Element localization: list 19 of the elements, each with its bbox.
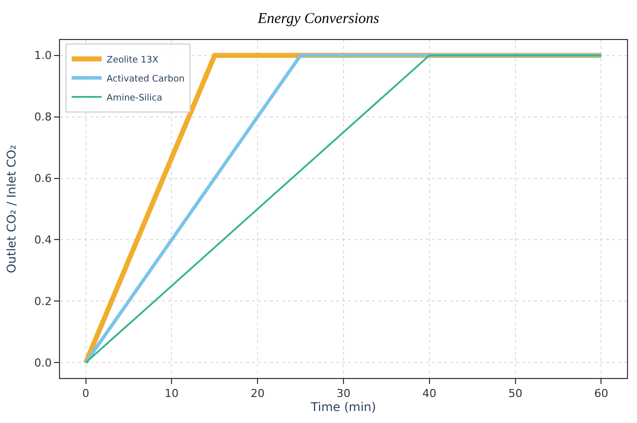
- chart-title: Energy Conversions: [256, 11, 380, 28]
- x-tick-label: 40: [422, 387, 436, 400]
- y-axis-title: Outlet CO₂ / Inlet CO₂: [4, 144, 19, 274]
- y-tick-label: 0.8: [34, 110, 52, 124]
- x-tick-label: 10: [164, 387, 179, 400]
- y-tick-label: 0.4: [34, 234, 52, 247]
- legend-label: Activated Carbon: [106, 74, 185, 84]
- legend-label: Zeolite 13X: [106, 55, 158, 66]
- x-tick-label: 50: [508, 387, 522, 400]
- x-tick-label: 0: [82, 387, 90, 400]
- x-tick-label: 60: [594, 387, 608, 400]
- legend-label: Amine-Silica: [106, 93, 162, 104]
- y-tick-label: 0.2: [34, 295, 52, 308]
- x-tick-label: 30: [336, 387, 350, 400]
- y-tick-label: 1.0: [34, 49, 52, 62]
- y-tick-label: 0.0: [34, 356, 52, 370]
- x-tick-label: 20: [250, 387, 265, 400]
- y-tick-label: 0.6: [34, 172, 52, 186]
- x-axis-title: Time (min): [310, 400, 376, 414]
